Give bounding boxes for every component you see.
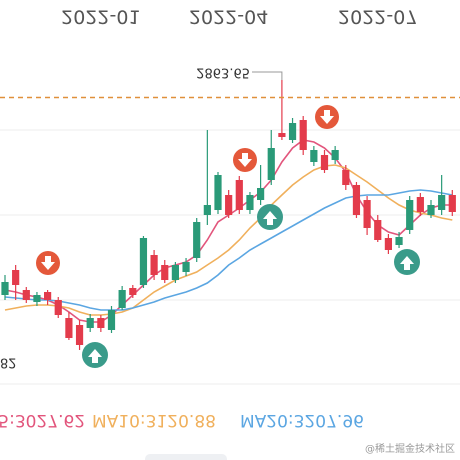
candle-body [214, 175, 222, 210]
x-tick-label: 2022-07 [338, 6, 417, 28]
candle-body [448, 195, 456, 212]
candle-body [107, 310, 116, 330]
candle-body [310, 150, 318, 162]
reference-label: 2863.65 [196, 65, 250, 80]
candle-body [65, 318, 73, 338]
candle-body [267, 148, 275, 180]
watermark: @稀土掘金技术社区 [365, 442, 455, 455]
buy-signal [82, 342, 108, 368]
candle-body [54, 300, 62, 315]
candle-body [235, 180, 243, 210]
candle-body [352, 185, 361, 215]
buy-signal [394, 249, 420, 275]
candle-body [246, 195, 254, 210]
scroll-handle[interactable] [145, 454, 227, 460]
candle-body [150, 255, 158, 275]
leader-line [252, 71, 283, 80]
candle-body [193, 222, 201, 258]
candle-body [97, 318, 105, 328]
buy-signal [257, 204, 283, 230]
candle-body [363, 200, 371, 228]
legend-entry: MA5:3027.62 [0, 410, 85, 430]
x-tick-label: 2022-01 [61, 6, 140, 28]
candle-body [320, 155, 329, 170]
candle-body [86, 318, 94, 328]
candle-body [395, 237, 403, 245]
candle-body [342, 170, 350, 185]
candle-body [288, 123, 297, 140]
side-label: 82 [0, 355, 17, 370]
candle-body [438, 195, 446, 210]
candle-body [139, 238, 148, 285]
ma-line [4, 189, 453, 311]
candle-body [1, 282, 9, 295]
candle-body [129, 288, 137, 295]
candle-body [203, 205, 211, 215]
candle-body [331, 150, 339, 160]
ma-line [4, 164, 453, 316]
candle-body [406, 200, 414, 230]
candle-body [427, 205, 435, 215]
candle-body [75, 325, 84, 345]
candle-body [12, 270, 20, 285]
candle-body [22, 290, 30, 300]
candle-body [374, 220, 382, 240]
candle-body [44, 292, 52, 300]
sell-signal [315, 105, 339, 129]
candle-body [257, 188, 265, 200]
sell-signal [36, 251, 60, 275]
candle-body [278, 133, 286, 137]
legend-entry: MA20:3207.96 [240, 410, 364, 430]
candle-body [33, 295, 41, 302]
candle-body [416, 197, 424, 212]
x-tick-label: 2022-04 [189, 6, 268, 28]
candle-body [171, 265, 179, 280]
candle-body [225, 195, 233, 215]
candle-body [299, 120, 307, 150]
sell-signal [233, 148, 257, 172]
candle-body [118, 290, 126, 308]
candle-body [384, 238, 392, 250]
signals [36, 105, 420, 368]
candle-body [161, 265, 169, 280]
legend-entry: MA10:3120.88 [92, 410, 216, 430]
candle-body [182, 262, 190, 272]
